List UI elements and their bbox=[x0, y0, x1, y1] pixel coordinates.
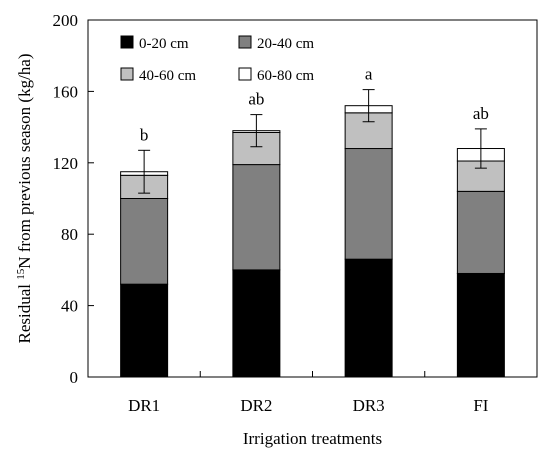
x-category-label-dr3: DR3 bbox=[353, 396, 385, 415]
legend-swatch bbox=[120, 67, 134, 81]
legend-item-2: 20-40 cm bbox=[238, 35, 314, 52]
x-category-label-dr1: DR1 bbox=[128, 396, 160, 415]
error-bar-dr1 bbox=[138, 149, 151, 194]
bar-dr3-segment-2 bbox=[344, 148, 393, 260]
y-tick-label: 80 bbox=[61, 225, 78, 244]
legend-label: 40-60 cm bbox=[139, 68, 196, 84]
legend-swatch bbox=[238, 67, 252, 81]
legend-swatch bbox=[120, 35, 134, 49]
error-bars-layer bbox=[138, 89, 487, 194]
legend-item-3: 40-60 cm bbox=[120, 67, 196, 84]
bars-layer bbox=[120, 105, 505, 378]
y-axis-title: Residual 15N from previous season (kg/ha… bbox=[15, 53, 34, 343]
significance-letter-dr2: ab bbox=[248, 90, 264, 109]
legend: 0-20 cm 20-40 cm 40-60 cm 60-80 cm bbox=[120, 35, 314, 84]
error-bar-dr2 bbox=[250, 114, 263, 148]
y-tick-label: 160 bbox=[53, 82, 79, 101]
y-tick-label: 120 bbox=[53, 154, 79, 173]
x-axis-title: Irrigation treatments bbox=[243, 429, 382, 448]
legend-item-4: 60-80 cm bbox=[238, 67, 314, 84]
error-bar-fi bbox=[474, 128, 487, 169]
y-tick-label: 0 bbox=[70, 368, 79, 387]
bar-fi-segment-2 bbox=[456, 190, 505, 274]
bar-fi-segment-1 bbox=[456, 272, 505, 378]
bar-dr3-segment-1 bbox=[344, 258, 393, 378]
axes-layer: 0 40 80 120 160 200 DR1 DR2 DR3 FI bbox=[53, 11, 538, 415]
x-category-label-dr2: DR2 bbox=[240, 396, 272, 415]
bar-dr1-segment-2 bbox=[120, 198, 169, 285]
y-tick-label: 40 bbox=[61, 297, 78, 316]
legend-label: 0-20 cm bbox=[139, 36, 189, 52]
error-bar-dr3 bbox=[362, 89, 375, 123]
significance-letter-fi: ab bbox=[473, 104, 489, 123]
y-tick-label: 200 bbox=[53, 11, 79, 30]
legend-label: 60-80 cm bbox=[257, 68, 314, 84]
significance-letters-layer: b ab a ab bbox=[140, 65, 489, 145]
significance-letter-dr1: b bbox=[140, 125, 149, 144]
legend-item-1: 0-20 cm bbox=[120, 35, 189, 52]
bar-dr2-segment-1 bbox=[232, 269, 281, 378]
bar-dr2-segment-2 bbox=[232, 164, 281, 271]
legend-label: 20-40 cm bbox=[257, 36, 314, 52]
legend-swatch bbox=[238, 35, 252, 49]
significance-letter-dr3: a bbox=[365, 65, 373, 84]
x-category-label-fi: FI bbox=[473, 396, 488, 415]
bar-dr1-segment-1 bbox=[120, 283, 169, 378]
